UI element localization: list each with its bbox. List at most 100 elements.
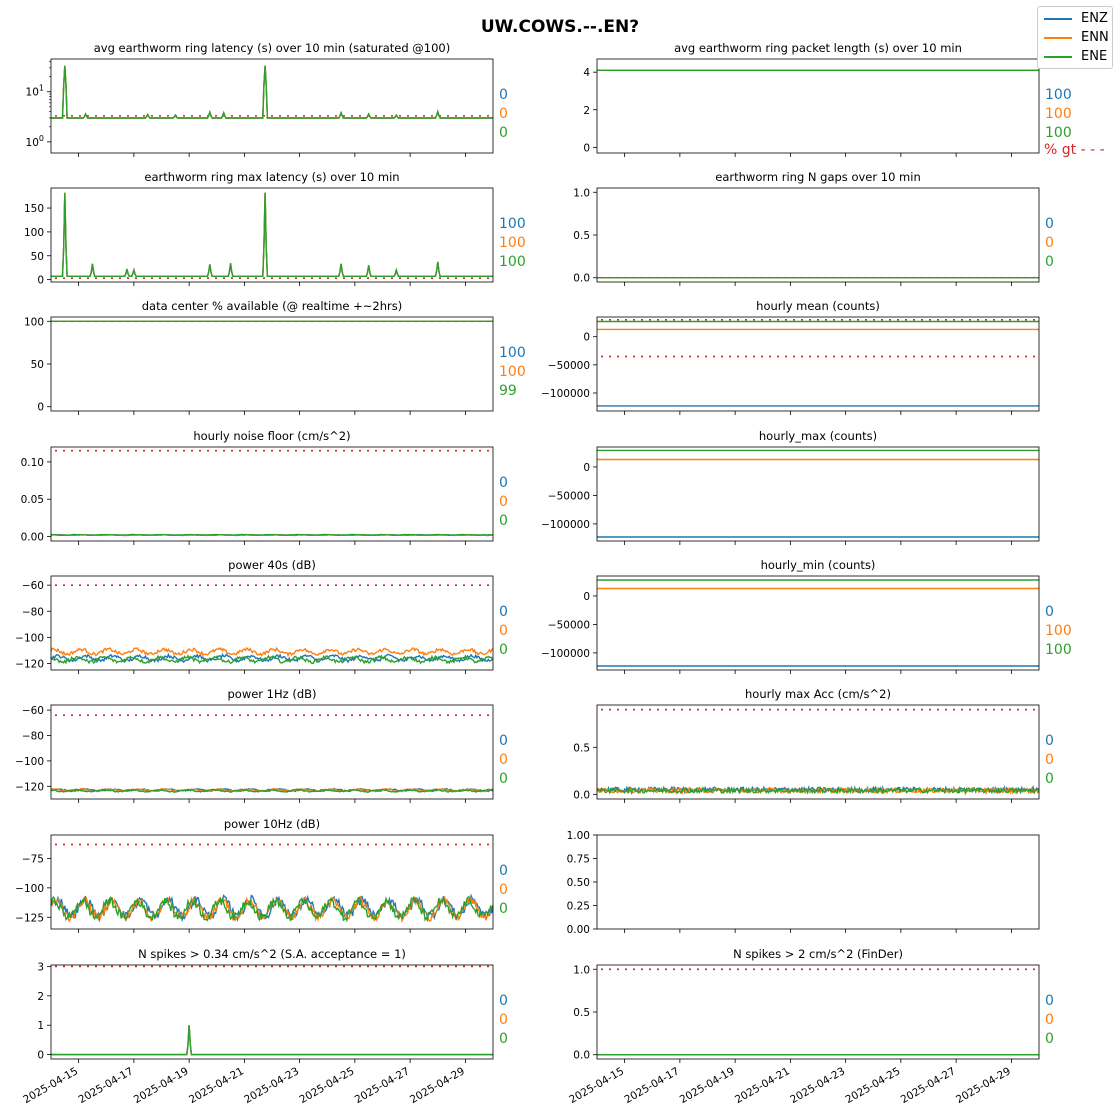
y-tick-label: 150 [24, 203, 44, 215]
pct-label-ene: 0 [499, 642, 508, 658]
x-tick-label: 2025-04-19 [132, 1065, 191, 1106]
x-tick-label: 2025-04-21 [187, 1065, 246, 1106]
subplot-p16: N spikes > 2 cm/s^2 (FinDer) 0.0 0.5 1.0 202… [567, 947, 1054, 1106]
pct-label-enn: 0 [499, 623, 508, 639]
x-tick-label: 2025-04-15 [21, 1065, 80, 1106]
pct-label-enn: 0 [499, 106, 508, 122]
legend-line-ene [1044, 55, 1072, 58]
y-tick-label: −100 [15, 883, 44, 895]
axes-frame [50, 704, 494, 800]
y-tick-label: −80 [22, 730, 44, 742]
legend-line-enz [1044, 17, 1072, 20]
x-tick-label: 2025-04-21 [733, 1065, 792, 1106]
y-tick-label: 1.0 [573, 187, 590, 199]
y-tick-label: 50 [31, 251, 44, 263]
y-tick-label: −80 [22, 606, 44, 618]
y-tick-label: −50000 [548, 490, 590, 502]
pct-gt-label: % gt - - - [1044, 142, 1105, 158]
pct-label-enn: 0 [499, 494, 508, 510]
pct-label-enz: 0 [499, 863, 508, 879]
pct-label-enz: 100 [499, 216, 526, 232]
subplot-title: avg earthworm ring latency (s) over 10 m… [94, 41, 450, 55]
x-tick-label: 2025-04-17 [77, 1065, 136, 1106]
axes-frame [50, 58, 494, 154]
pct-label-enz: 0 [1045, 216, 1054, 232]
subplot-title: hourly noise floor (cm/s^2) [193, 429, 350, 443]
y-tick-label: −50000 [548, 360, 590, 372]
pct-label-enz: 0 [499, 604, 508, 620]
x-tick-label: 2025-04-17 [623, 1065, 682, 1106]
pct-label-ene: 0 [1045, 1031, 1054, 1047]
figure-suptitle: UW.COWS.--.EN? [480, 17, 640, 37]
subplot-p13: power 10Hz (dB) −125 −100 −75 0 0 0 [15, 817, 508, 933]
axes-frame [50, 187, 494, 283]
series-line-enz [51, 65, 493, 119]
legend-item-ene: ENE [1044, 47, 1107, 66]
y-tick-label: 100 [26, 134, 44, 149]
pct-label-enz: 0 [1045, 993, 1054, 1009]
pct-label-ene: 0 [1045, 771, 1054, 787]
legend-line-enn [1044, 36, 1072, 39]
y-tick-label: 0.10 [21, 457, 44, 469]
y-tick-label: 3 [37, 961, 44, 973]
subplot-p10: hourly_min (counts) −100000 −50000 0 0 100 100 [541, 558, 1072, 674]
x-tick-label: 2025-04-29 [954, 1065, 1013, 1106]
subplot-p14: 0.00 0.25 0.50 0.75 1.00 [567, 830, 1040, 936]
subplot-p2: avg earthworm ring packet length (s) ove… [583, 41, 1104, 158]
y-tick-label: −100000 [541, 519, 590, 531]
y-tick-label: 0.0 [573, 789, 590, 801]
series-line-ene [51, 65, 493, 119]
x-tick-label: 2025-04-25 [298, 1065, 357, 1106]
axes-frame [596, 58, 1040, 154]
axes-frame [596, 316, 1040, 412]
series-line-ene [51, 1025, 493, 1056]
pct-label-ene: 100 [499, 254, 526, 270]
x-tick-label: 2025-04-25 [844, 1065, 903, 1106]
legend-label-ene: ENE [1081, 49, 1108, 64]
pct-label-enn: 0 [499, 882, 508, 898]
series-line-ene [50, 895, 494, 923]
pct-label-enz: 0 [1045, 733, 1054, 749]
subplot-title: earthworm ring N gaps over 10 min [715, 170, 920, 184]
pct-label-enn: 0 [1045, 235, 1054, 251]
pct-label-enn: 0 [499, 1012, 508, 1028]
pct-label-enz: 100 [1045, 87, 1072, 103]
subplot-title: hourly mean (counts) [756, 299, 880, 313]
subplot-title: hourly max Acc (cm/s^2) [745, 687, 891, 701]
series-line-enn [50, 646, 494, 658]
y-tick-label: 0 [583, 462, 590, 474]
series-line-ene [50, 654, 494, 665]
legend-item-enn: ENN [1044, 28, 1109, 47]
subplot-p15: N spikes > 0.34 cm/s^2 (S.A. acceptance … [21, 947, 508, 1106]
pct-label-ene: 99 [499, 383, 517, 399]
subplot-p1: avg earthworm ring latency (s) over 10 m… [26, 41, 508, 157]
series-line-enz [51, 1025, 493, 1056]
pct-label-enz: 100 [499, 345, 526, 361]
axes-frame [596, 704, 1040, 800]
y-tick-label: −100000 [541, 388, 590, 400]
series-line-ene [50, 788, 494, 794]
axes-frame [596, 964, 1040, 1060]
subplot-title: power 40s (dB) [228, 558, 316, 572]
y-tick-label: 1 [37, 1020, 44, 1032]
pct-label-ene: 0 [499, 771, 508, 787]
subplot-p5: data center % available (@ realtime +~2h… [24, 299, 526, 415]
series-line-ene [51, 192, 493, 277]
y-tick-label: 0 [583, 142, 590, 154]
legend-label-enn: ENN [1081, 30, 1109, 45]
y-tick-label: 100 [24, 227, 44, 239]
axes-frame [596, 834, 1040, 930]
series-line-enn [51, 1025, 493, 1056]
y-tick-label: 4 [583, 67, 590, 79]
series-line-enz [50, 652, 493, 664]
subplot-p4: earthworm ring N gaps over 10 min 0.0 0.5 1… [573, 170, 1054, 286]
series-line-ene [51, 533, 494, 537]
y-tick-label: 0.25 [567, 901, 590, 913]
y-tick-label: 0.5 [573, 1007, 590, 1019]
subplot-p8: hourly_max (counts) −100000 −50000 0 [541, 429, 1040, 545]
subplot-title: N spikes > 0.34 cm/s^2 (S.A. acceptance … [138, 947, 406, 961]
y-tick-label: −120 [15, 781, 44, 793]
y-tick-label: −120 [15, 658, 44, 670]
pct-label-enn: 0 [1045, 752, 1054, 768]
pct-label-enz: 0 [499, 87, 508, 103]
